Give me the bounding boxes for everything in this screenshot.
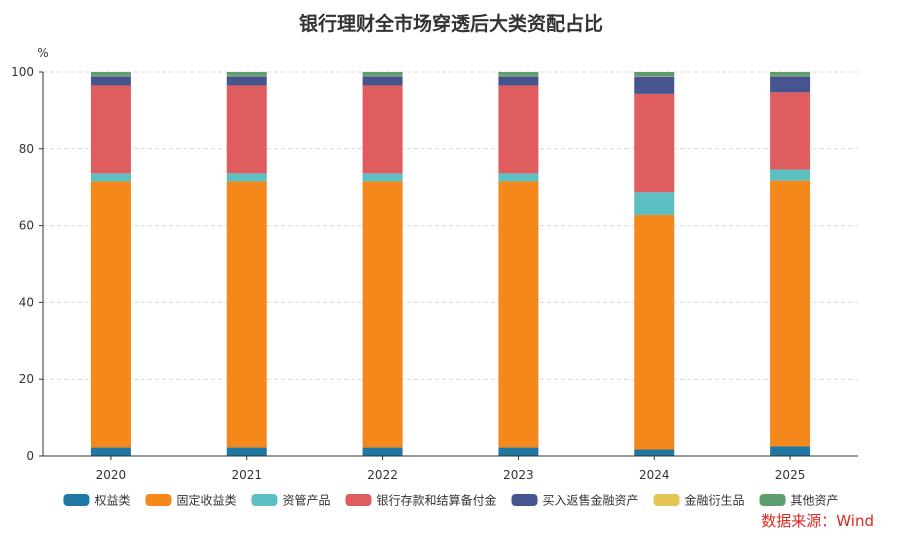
legend-item: 资管产品 — [251, 493, 330, 508]
x-tick-label: 2024 — [639, 468, 670, 482]
bar-segment-2021-s6 — [227, 72, 267, 76]
legend-item: 金融衍生品 — [654, 493, 745, 508]
bar-segment-2020-s6 — [91, 72, 131, 76]
bar-segment-2023-s6 — [498, 72, 538, 76]
legend-label: 固定收益类 — [176, 493, 236, 508]
y-axis-unit-label: % — [37, 46, 48, 60]
legend-swatch — [345, 494, 371, 506]
legend-label: 权益类 — [94, 494, 130, 508]
bar-segment-2024-s2 — [634, 192, 674, 215]
bar-segment-2020-s3 — [91, 85, 131, 173]
bar-segment-2025-s1 — [770, 181, 810, 447]
bar-segment-2024-s6 — [634, 72, 674, 76]
bar-segment-2025-s2 — [770, 170, 810, 181]
source-label: 数据来源：Wind — [761, 512, 874, 530]
legend-item: 银行存款和结算备付金 — [345, 493, 496, 508]
gridlines — [43, 72, 858, 379]
bar-segment-2020-s4 — [91, 76, 131, 85]
bar-segment-2021-s2 — [227, 173, 267, 181]
bar-segment-2022-s6 — [363, 72, 403, 76]
y-tick-label: 80 — [19, 142, 34, 156]
bar-segment-2023-s0 — [498, 448, 538, 456]
x-tick-label: 2022 — [367, 468, 398, 482]
legend-item: 固定收益类 — [145, 493, 236, 508]
legend-label: 金融衍生品 — [685, 493, 745, 508]
bar-segment-2023-s3 — [498, 85, 538, 173]
bar-segment-2025-s0 — [770, 446, 810, 456]
bar-segment-2023-s2 — [498, 173, 538, 181]
bar-segment-2025-s4 — [770, 76, 810, 92]
y-tick-label: 20 — [19, 372, 34, 386]
bar-segment-2020-s1 — [91, 181, 131, 447]
legend-label: 资管产品 — [282, 493, 330, 508]
bar-segment-2024-s3 — [634, 94, 674, 192]
bar-segment-2020-s2 — [91, 173, 131, 181]
legend-label: 银行存款和结算备付金 — [376, 493, 496, 508]
bar-segment-2022-s2 — [363, 173, 403, 181]
bar-segment-2022-s3 — [363, 85, 403, 173]
y-tick-label: 60 — [19, 219, 34, 233]
bar-segment-2021-s0 — [227, 448, 267, 456]
bar-segment-2025-s3 — [770, 92, 810, 169]
bar-segment-2024-s0 — [634, 449, 674, 456]
legend-swatch — [145, 494, 171, 506]
bar-segment-2021-s1 — [227, 181, 267, 447]
bar-segment-2023-s1 — [498, 181, 538, 447]
bar-segment-2022-s1 — [363, 181, 403, 447]
legend-item: 权益类 — [63, 494, 130, 508]
x-tick-label: 2021 — [231, 468, 262, 482]
bar-segment-2022-s4 — [363, 76, 403, 85]
y-tick-label: 0 — [26, 449, 34, 463]
bars — [91, 72, 810, 456]
y-tick-label: 40 — [19, 295, 34, 309]
legend-swatch — [251, 494, 277, 506]
bar-segment-2024-s1 — [634, 215, 674, 450]
bar-segment-2025-s6 — [770, 72, 810, 76]
y-tick-label: 100 — [11, 65, 34, 79]
legend-item: 其他资产 — [760, 494, 839, 508]
bar-segment-2023-s4 — [498, 76, 538, 85]
bar-segment-2021-s4 — [227, 76, 267, 85]
bar-segment-2020-s0 — [91, 448, 131, 456]
legend-swatch — [654, 494, 680, 506]
bar-segment-2024-s4 — [634, 77, 674, 94]
legend-label: 买入返售金融资产 — [543, 493, 639, 508]
bar-segment-2021-s3 — [227, 85, 267, 173]
axes: 0 20 40 60 80 100 2020 2021 2022 2023 2024 2025 — [11, 65, 858, 482]
x-tick-label: 2023 — [503, 468, 534, 482]
legend: 权益类 固定收益类 资管产品 银行存款和结算备付金 买入返售金融资产 金融衍生品 其他资产 — [63, 493, 838, 508]
x-tick-label: 2025 — [775, 468, 806, 482]
legend-swatch — [760, 494, 786, 506]
chart-title: 银行理财全市场穿透后大类资配占比 — [299, 12, 603, 35]
legend-label: 其他资产 — [791, 494, 839, 508]
x-tick-label: 2020 — [96, 468, 127, 482]
legend-swatch — [63, 494, 89, 506]
legend-item: 买入返售金融资产 — [512, 493, 639, 508]
bar-segment-2022-s0 — [363, 448, 403, 456]
legend-swatch — [512, 494, 538, 506]
